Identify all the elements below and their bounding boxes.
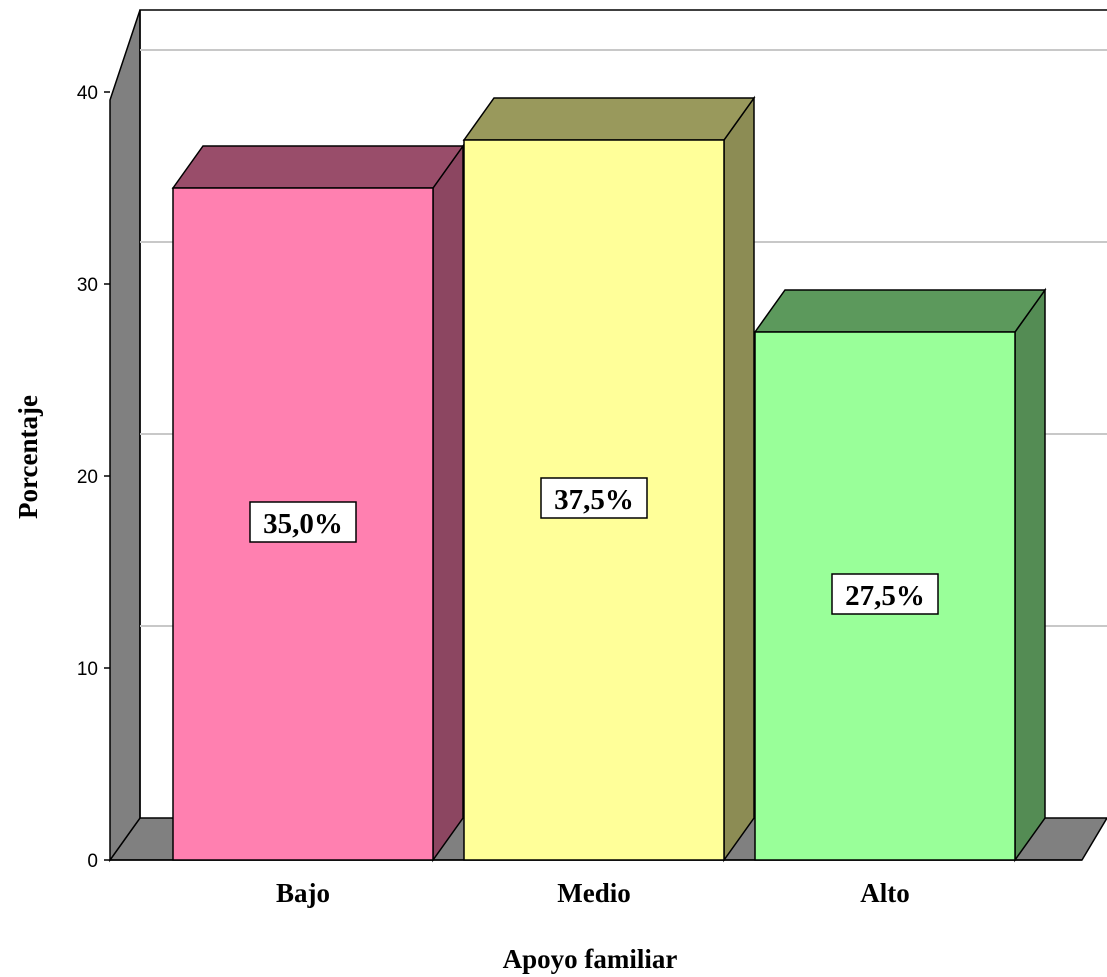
data-label-text: 27,5% bbox=[845, 580, 925, 612]
data-label-text: 37,5% bbox=[554, 484, 634, 516]
bar-medio bbox=[462, 95, 756, 863]
y-tick-label: 30 bbox=[77, 275, 98, 296]
data-label-box bbox=[540, 477, 648, 519]
chart-side-wall bbox=[109, 9, 141, 863]
data-label: 27,5% bbox=[831, 573, 939, 615]
bar-top bbox=[462, 97, 756, 141]
data-label: 37,5% bbox=[540, 477, 648, 519]
x-tick-label: Medio bbox=[557, 878, 631, 908]
data-label-box bbox=[831, 573, 939, 615]
chart-back-wall bbox=[139, 9, 1107, 818]
bar-side bbox=[723, 95, 755, 863]
x-axis-title: Apoyo familiar bbox=[503, 944, 678, 974]
data-label-box bbox=[249, 501, 357, 543]
bar-top bbox=[753, 289, 1047, 333]
bar-top bbox=[171, 145, 465, 189]
y-tick-label: 40 bbox=[77, 83, 98, 104]
y-tick-label: 0 bbox=[87, 851, 98, 872]
data-label: 35,0% bbox=[249, 501, 357, 543]
x-tick-label: Alto bbox=[860, 878, 910, 908]
y-axis-title: Porcentaje bbox=[13, 395, 43, 519]
bar-side bbox=[432, 143, 464, 863]
y-tick-label: 10 bbox=[77, 659, 98, 680]
y-tick-label: 20 bbox=[77, 467, 98, 488]
bar-side bbox=[1014, 287, 1046, 863]
data-label-text: 35,0% bbox=[263, 508, 343, 540]
x-tick-label: Bajo bbox=[276, 878, 330, 908]
